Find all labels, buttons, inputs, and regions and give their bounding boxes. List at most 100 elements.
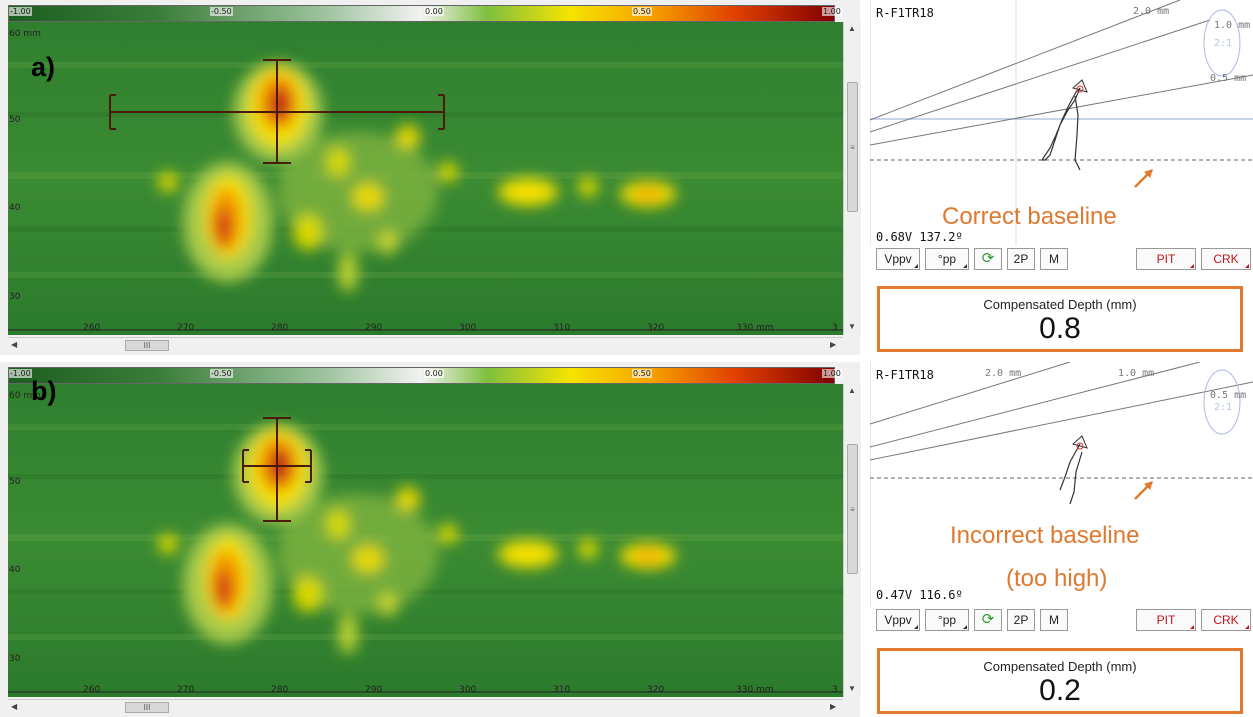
- refresh-icon[interactable]: ⟳: [974, 248, 1002, 270]
- signal-name: R-F1TR18: [876, 6, 934, 20]
- x-axis-tick: 3: [832, 685, 838, 695]
- color-scale-tick: 0.50: [632, 7, 652, 16]
- x-axis-tick: 330 mm: [736, 323, 774, 333]
- baseline-annotation-note: (too high): [1006, 565, 1108, 592]
- horizontal-scroll-thumb[interactable]: III: [125, 702, 169, 713]
- pit-dropdown[interactable]: PIT: [1136, 609, 1196, 631]
- color-scale-bar: [8, 5, 835, 22]
- panel-label-a: a): [31, 52, 56, 82]
- scroll-right-icon[interactable]: ▶: [830, 702, 837, 711]
- vertical-scrollbar[interactable]: ▲ ≡ ▼: [843, 22, 861, 335]
- vppv-dropdown[interactable]: Vppv: [876, 609, 920, 631]
- vppv-dropdown[interactable]: Vppv: [876, 248, 920, 270]
- baseline-annotation: Correct baseline: [942, 203, 1117, 230]
- x-axis-tick: 270: [177, 685, 195, 695]
- crk-dropdown[interactable]: CRK: [1201, 248, 1251, 270]
- color-scale-tick: 0.00: [424, 7, 444, 16]
- curve-label: 1.0 mm: [1118, 368, 1155, 379]
- scroll-left-icon[interactable]: ◀: [11, 340, 18, 349]
- cscan-heatmap[interactable]: [8, 22, 843, 335]
- color-scale-tick: -1.00: [9, 7, 32, 16]
- x-axis-tick: 290: [365, 323, 383, 333]
- two-point-button[interactable]: 2P: [1007, 609, 1035, 631]
- x-axis-tick: 280: [271, 323, 289, 333]
- cscan-view-b: -1.00 -0.50 0.00 0.50 1.00: [0, 362, 861, 717]
- scroll-up-icon[interactable]: ▲: [848, 386, 856, 395]
- x-axis-tick: 260: [83, 323, 101, 333]
- lissajous-plot-a[interactable]: R-F1TR18 2.0 mm 1.0 mm 2:1 0.5 mm Correc…: [870, 0, 1253, 245]
- signal-reading: 0.47V 116.6º: [876, 588, 963, 602]
- x-axis-tick: 290: [365, 685, 383, 695]
- crk-label: CRK: [1213, 613, 1239, 627]
- pit-dropdown[interactable]: PIT: [1136, 248, 1196, 270]
- color-scale-tick: -0.50: [210, 7, 233, 16]
- x-axis-tick: 260: [83, 685, 101, 695]
- refresh-icon[interactable]: ⟳: [974, 609, 1002, 631]
- horizontal-scrollbar[interactable]: ◀ III ▶: [8, 337, 843, 354]
- y-axis-tick: 30: [9, 654, 21, 664]
- curve-label: 1.0 mm: [1214, 20, 1251, 31]
- curve-label: 0.5 mm: [1210, 73, 1247, 84]
- curve-label: 2.0 mm: [985, 368, 1022, 379]
- vertical-scroll-thumb[interactable]: ≡: [847, 444, 858, 574]
- panel-label-b: b): [31, 376, 57, 406]
- cscan-heatmap[interactable]: [8, 384, 843, 697]
- x-axis-tick: 310: [553, 685, 571, 695]
- crk-label: CRK: [1213, 252, 1239, 266]
- horizontal-scroll-thumb[interactable]: III: [125, 340, 169, 351]
- lissajous-plot-b[interactable]: R-F1TR18 2.0 mm 1.0 mm 0.5 mm 2:1 Incorr…: [870, 362, 1253, 606]
- color-scale-bar: [8, 367, 835, 384]
- phase-pp-dropdown[interactable]: °pp: [925, 609, 969, 631]
- color-scale-tick: 1.00: [822, 369, 842, 378]
- y-axis-tick: 30: [9, 292, 21, 302]
- scroll-down-icon[interactable]: ▼: [848, 322, 856, 331]
- color-scale-tick: -1.00: [9, 369, 32, 378]
- m-button[interactable]: M: [1040, 609, 1068, 631]
- m-button[interactable]: M: [1040, 248, 1068, 270]
- y-axis-tick: 60 mm: [9, 29, 41, 39]
- y-axis-tick: 40: [9, 565, 21, 575]
- color-scale-tick: 0.50: [632, 369, 652, 378]
- x-axis-tick: 320: [647, 685, 665, 695]
- depth-title: Compensated Depth (mm): [983, 659, 1137, 674]
- lissajous-toolbar-a: Vppv °pp ⟳ 2P M PIT CRK: [872, 246, 1253, 272]
- x-axis-tick: 330 mm: [736, 685, 774, 695]
- cscan-view-a: -1.00 -0.50 0.00 0.50 1.00: [0, 0, 861, 355]
- vppv-label: Vppv: [884, 252, 912, 266]
- depth-value: 0.2: [1039, 674, 1081, 707]
- x-axis-tick: 310: [553, 323, 571, 333]
- vppv-label: Vppv: [884, 613, 912, 627]
- depth-value: 0.8: [1039, 312, 1081, 345]
- scroll-down-icon[interactable]: ▼: [848, 684, 856, 693]
- horizontal-scrollbar[interactable]: ◀ III ▶: [8, 699, 843, 716]
- scroll-up-icon[interactable]: ▲: [848, 24, 856, 33]
- vertical-scrollbar[interactable]: ▲ ≡ ▼: [843, 384, 861, 697]
- x-axis-tick: 300: [459, 323, 477, 333]
- pit-label: PIT: [1156, 252, 1176, 266]
- compensated-depth-box-a: Compensated Depth (mm) 0.8: [877, 286, 1243, 352]
- y-axis-tick: 50: [9, 477, 21, 487]
- vertical-scroll-thumb[interactable]: ≡: [847, 82, 858, 212]
- x-axis-tick: 270: [177, 323, 195, 333]
- curve-label: 2:1: [1214, 38, 1233, 49]
- x-axis-tick: 3: [832, 323, 838, 333]
- color-scale-tick: 1.00: [822, 7, 842, 16]
- x-axis-tick: 280: [271, 685, 289, 695]
- y-axis-tick: 40: [9, 203, 21, 213]
- two-point-button[interactable]: 2P: [1007, 248, 1035, 270]
- scroll-left-icon[interactable]: ◀: [11, 702, 18, 711]
- scroll-right-icon[interactable]: ▶: [830, 340, 837, 349]
- y-axis-tick: 50: [9, 115, 21, 125]
- pit-label: PIT: [1156, 613, 1176, 627]
- compensated-depth-box-b: Compensated Depth (mm) 0.2: [877, 648, 1243, 714]
- curve-label: 0.5 mm: [1210, 390, 1247, 401]
- pp-label: °pp: [937, 252, 957, 266]
- phase-pp-dropdown[interactable]: °pp: [925, 248, 969, 270]
- signal-reading: 0.68V 137.2º: [876, 230, 963, 244]
- crk-dropdown[interactable]: CRK: [1201, 609, 1251, 631]
- color-scale-tick: -0.50: [210, 369, 233, 378]
- x-axis-tick: 300: [459, 685, 477, 695]
- depth-title: Compensated Depth (mm): [983, 297, 1137, 312]
- curve-label: 2.0 mm: [1133, 6, 1170, 17]
- lissajous-toolbar-b: Vppv °pp ⟳ 2P M PIT CRK: [872, 607, 1253, 633]
